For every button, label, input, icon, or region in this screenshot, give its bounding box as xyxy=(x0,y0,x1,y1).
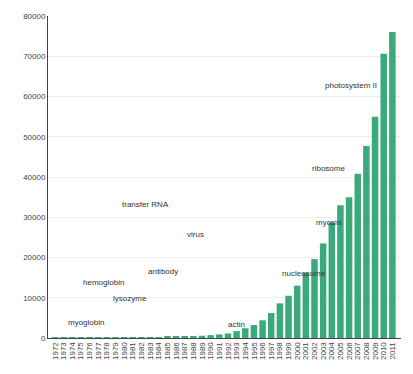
svg-text:1975: 1975 xyxy=(76,342,85,360)
svg-text:10000: 10000 xyxy=(23,294,46,303)
svg-text:1987: 1987 xyxy=(180,342,189,360)
svg-text:2003: 2003 xyxy=(319,342,328,360)
svg-text:20000: 20000 xyxy=(23,253,46,262)
svg-text:1983: 1983 xyxy=(146,342,155,360)
svg-text:1978: 1978 xyxy=(102,342,111,360)
svg-text:2010: 2010 xyxy=(379,342,388,360)
svg-text:2008: 2008 xyxy=(362,342,371,360)
svg-text:1998: 1998 xyxy=(275,342,284,360)
svg-text:1995: 1995 xyxy=(250,342,259,360)
svg-text:1982: 1982 xyxy=(137,342,146,360)
svg-text:0: 0 xyxy=(41,334,46,343)
svg-text:2007: 2007 xyxy=(353,342,362,360)
svg-text:1973: 1973 xyxy=(59,342,68,360)
svg-text:1972: 1972 xyxy=(51,342,60,360)
svg-text:1979: 1979 xyxy=(111,342,120,360)
svg-text:lysozyme: lysozyme xyxy=(113,294,147,303)
svg-text:2009: 2009 xyxy=(371,342,380,360)
svg-text:1991: 1991 xyxy=(215,342,224,360)
svg-text:1997: 1997 xyxy=(267,342,276,360)
svg-text:1980: 1980 xyxy=(120,342,129,360)
svg-text:1988: 1988 xyxy=(189,342,198,360)
svg-text:1977: 1977 xyxy=(94,342,103,360)
svg-text:80000: 80000 xyxy=(23,12,46,21)
svg-text:1994: 1994 xyxy=(241,342,250,360)
svg-text:myosin: myosin xyxy=(316,218,341,227)
svg-text:1984: 1984 xyxy=(154,342,163,360)
svg-text:1985: 1985 xyxy=(163,342,172,360)
svg-text:hemoglobin: hemoglobin xyxy=(83,278,124,287)
svg-text:myoglobin: myoglobin xyxy=(68,318,104,327)
svg-text:1976: 1976 xyxy=(85,342,94,360)
svg-text:50000: 50000 xyxy=(23,133,46,142)
svg-text:1986: 1986 xyxy=(172,342,181,360)
svg-text:1981: 1981 xyxy=(128,342,137,360)
svg-text:antibody: antibody xyxy=(148,267,178,276)
svg-text:60000: 60000 xyxy=(23,92,46,101)
svg-text:photosystem II: photosystem II xyxy=(325,81,377,90)
svg-text:1996: 1996 xyxy=(258,342,267,360)
svg-text:2005: 2005 xyxy=(336,342,345,360)
svg-text:30000: 30000 xyxy=(23,213,46,222)
svg-text:1989: 1989 xyxy=(198,342,207,360)
svg-text:transfer RNA: transfer RNA xyxy=(122,200,169,209)
svg-text:40000: 40000 xyxy=(23,173,46,182)
svg-text:actin: actin xyxy=(228,320,245,329)
svg-text:1999: 1999 xyxy=(284,342,293,360)
svg-text:1992: 1992 xyxy=(224,342,233,360)
svg-text:1990: 1990 xyxy=(206,342,215,360)
svg-text:2001: 2001 xyxy=(301,342,310,360)
svg-text:2011: 2011 xyxy=(388,342,397,360)
svg-text:1993: 1993 xyxy=(232,342,241,360)
svg-text:nucleosome: nucleosome xyxy=(282,269,326,278)
svg-text:1974: 1974 xyxy=(68,342,77,360)
svg-text:2006: 2006 xyxy=(345,342,354,360)
svg-text:2004: 2004 xyxy=(327,342,336,360)
svg-text:ribosome: ribosome xyxy=(312,164,345,173)
svg-text:70000: 70000 xyxy=(23,52,46,61)
svg-text:2002: 2002 xyxy=(310,342,319,360)
svg-text:virus: virus xyxy=(187,230,204,239)
svg-text:2000: 2000 xyxy=(293,342,302,360)
